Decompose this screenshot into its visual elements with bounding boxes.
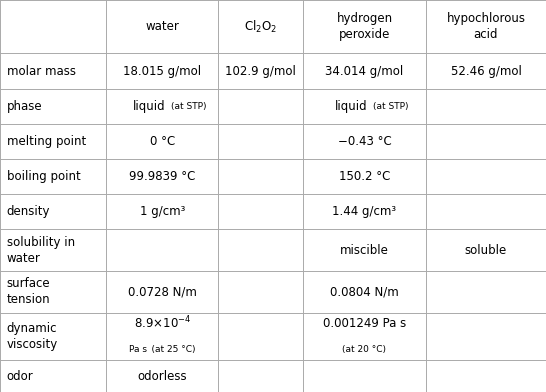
Text: −0.43 °C: −0.43 °C: [337, 135, 391, 149]
Text: surface
tension: surface tension: [7, 278, 50, 307]
Text: odorless: odorless: [138, 370, 187, 383]
Text: melting point: melting point: [7, 135, 86, 149]
Text: liquid: liquid: [133, 100, 165, 113]
Text: 99.9839 °C: 99.9839 °C: [129, 171, 195, 183]
Text: density: density: [7, 205, 50, 218]
Text: water: water: [145, 20, 180, 33]
Text: solubility in
water: solubility in water: [7, 236, 75, 265]
Text: miscible: miscible: [340, 243, 389, 257]
Text: molar mass: molar mass: [7, 65, 75, 78]
Text: 18.015 g/mol: 18.015 g/mol: [123, 65, 201, 78]
Text: 34.014 g/mol: 34.014 g/mol: [325, 65, 403, 78]
Text: 0.0728 N/m: 0.0728 N/m: [128, 285, 197, 298]
Text: hypochlorous
acid: hypochlorous acid: [447, 12, 525, 41]
Text: (at STP): (at STP): [373, 102, 408, 111]
Text: 0 °C: 0 °C: [150, 135, 175, 149]
Text: Cl$_2$O$_2$: Cl$_2$O$_2$: [244, 18, 277, 34]
Text: Pa s (at 25 °C): Pa s (at 25 °C): [129, 345, 195, 354]
Text: 0.0804 N/m: 0.0804 N/m: [330, 285, 399, 298]
Text: odor: odor: [7, 370, 33, 383]
Text: soluble: soluble: [465, 243, 507, 257]
Text: 8.9×10$^{-4}$: 8.9×10$^{-4}$: [134, 315, 191, 332]
Text: liquid: liquid: [335, 100, 367, 113]
Text: dynamic
viscosity: dynamic viscosity: [7, 322, 58, 351]
Text: hydrogen
peroxide: hydrogen peroxide: [336, 12, 393, 41]
Text: boiling point: boiling point: [7, 171, 80, 183]
Text: 102.9 g/mol: 102.9 g/mol: [225, 65, 296, 78]
Text: 150.2 °C: 150.2 °C: [339, 171, 390, 183]
Text: 52.46 g/mol: 52.46 g/mol: [450, 65, 521, 78]
Text: (at STP): (at STP): [171, 102, 206, 111]
Text: phase: phase: [7, 100, 42, 113]
Text: 1 g/cm³: 1 g/cm³: [140, 205, 185, 218]
Text: (at 20 °C): (at 20 °C): [342, 345, 387, 354]
Text: 0.001249 Pa s: 0.001249 Pa s: [323, 317, 406, 330]
Text: 1.44 g/cm³: 1.44 g/cm³: [333, 205, 396, 218]
